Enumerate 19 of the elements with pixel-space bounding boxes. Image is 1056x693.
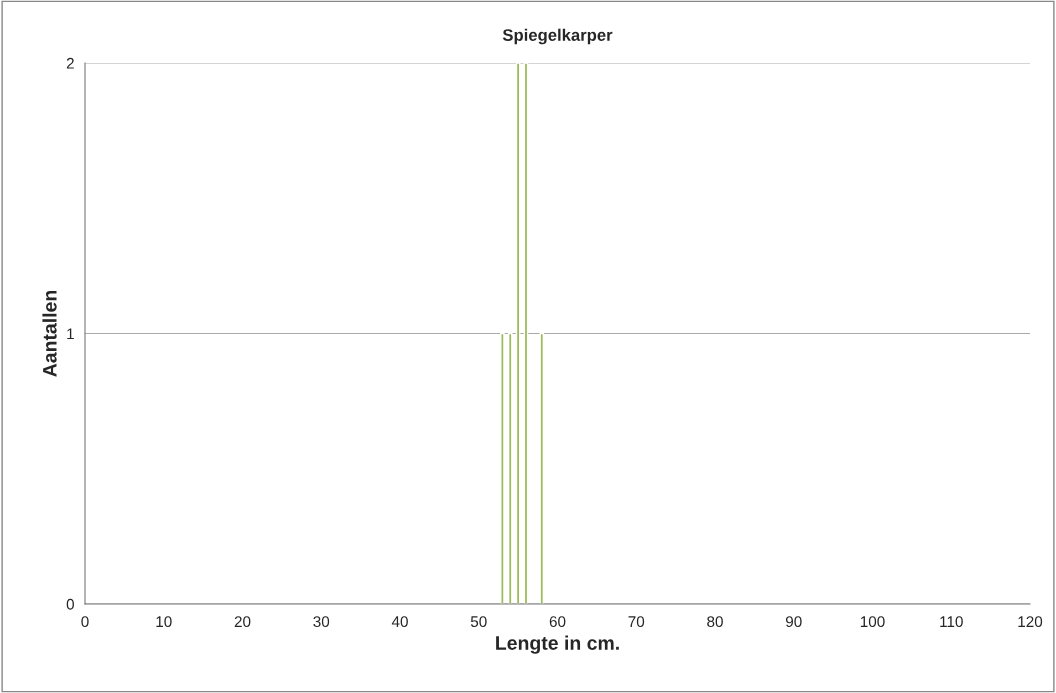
x-tick-label: 50	[470, 616, 487, 628]
y-tick-label: 2	[66, 57, 74, 69]
x-tick-label: 120	[1018, 616, 1043, 628]
chart-title: Spiegelkarper	[502, 28, 613, 45]
x-axis-title: Lengte in cm.	[496, 635, 619, 654]
y-tick-label: 1	[67, 328, 74, 340]
x-tick-label: 100	[860, 616, 885, 628]
y-axis-title: Aantallen	[42, 290, 57, 377]
x-tick-label: 110	[940, 616, 963, 628]
x-tick-label: 10	[156, 616, 172, 628]
y-tick-label: 0	[66, 598, 74, 610]
x-tick-label: 40	[391, 616, 408, 628]
x-tick-label: 30	[313, 616, 330, 628]
x-tick-label: 60	[549, 616, 566, 628]
x-tick-label: 90	[785, 616, 802, 628]
x-tick-label: 20	[234, 616, 251, 628]
x-tick-label: 80	[707, 616, 723, 628]
x-tick-label: 0	[81, 616, 89, 628]
x-tick-label: 70	[628, 616, 645, 628]
